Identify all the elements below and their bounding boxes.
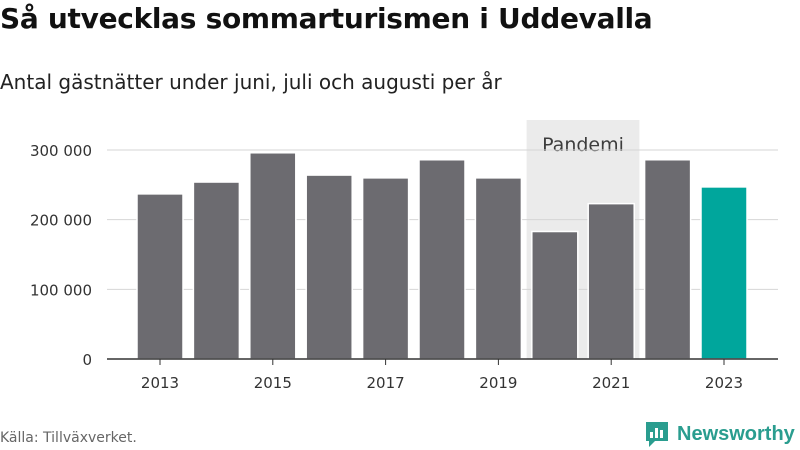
pandemic-label: Pandemi [542,134,624,156]
bar-2018 [418,159,466,360]
x-tick-label: 2023 [705,374,743,392]
bar-chart: Pandemi 0 100 000 200 000 300 000 2013 2015 201… [30,120,778,392]
bar-2017 [361,177,410,360]
y-tick-label: 100 000 [30,281,92,299]
newsworthy-logo-icon [646,422,668,447]
source-note: Källa: Tillväxverket. [0,430,137,446]
chart-title: Så utvecklas sommarturismen i Uddevalla [0,2,653,35]
bar-2016 [305,174,353,360]
bar-2020 [531,230,579,360]
chart-subtitle: Antal gästnätter under juni, juli och au… [0,70,502,94]
bar-2013 [136,193,184,360]
y-tick-label: 0 [82,351,92,369]
x-tick-label: 2017 [367,374,405,392]
bar-2022 [643,159,692,360]
y-tick-label: 300 000 [30,142,92,160]
bar-2023 [700,186,748,360]
bar-2021 [587,202,635,360]
bar-2019 [474,177,523,360]
brand-logo: Newsworthy [644,420,795,448]
x-tick-label: 2013 [141,374,179,392]
y-tick-label: 200 000 [30,212,92,230]
x-tick-label: 2021 [592,374,630,392]
bar-2014 [192,181,241,360]
x-tick-label: 2015 [254,374,292,392]
brand-name: Newsworthy [677,422,795,445]
x-tick-label: 2019 [479,374,517,392]
bar-2015 [249,152,297,360]
